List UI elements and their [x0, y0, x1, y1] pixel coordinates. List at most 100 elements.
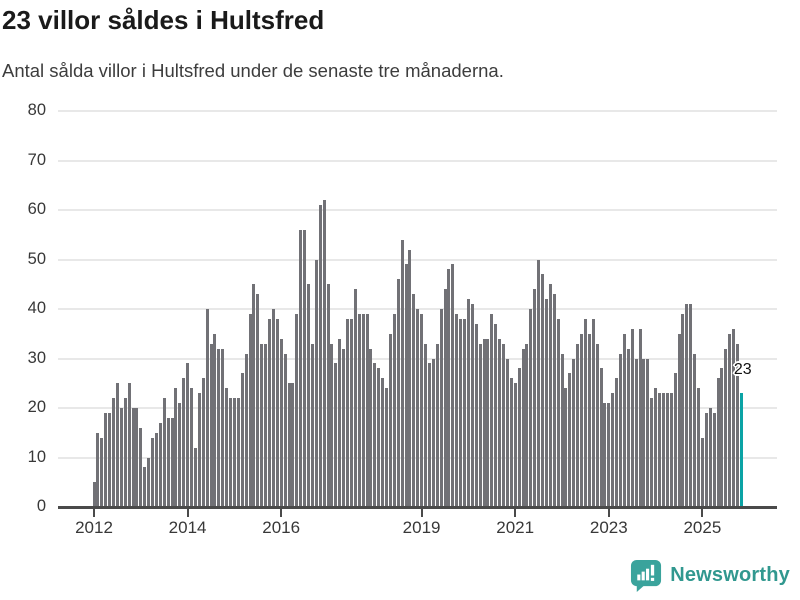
x-axis-tick: [701, 508, 704, 517]
bar: [509, 378, 513, 507]
bar: [197, 393, 201, 507]
bar: [96, 432, 100, 507]
bar: [361, 313, 365, 507]
bar: [724, 348, 728, 507]
bar: [494, 323, 498, 507]
bar: [357, 313, 361, 507]
bar: [213, 333, 217, 507]
bar: [466, 299, 470, 507]
x-axis-tick-label: 2023: [589, 518, 628, 537]
x-axis-tick: [280, 508, 283, 517]
y-axis-tick-label: 0: [36, 497, 46, 515]
bar: [201, 378, 205, 507]
bar: [385, 388, 388, 507]
bar: [400, 239, 404, 507]
bar: [502, 343, 505, 507]
bar: [115, 383, 119, 507]
bar: [412, 294, 416, 507]
bar: [634, 358, 638, 507]
y-axis-tick-label: 10: [27, 447, 46, 466]
bar: [377, 368, 381, 507]
bar: [151, 437, 154, 507]
bar: [174, 388, 178, 507]
bar: [275, 318, 279, 507]
bar: [388, 333, 392, 507]
bar: [92, 482, 96, 507]
bar: [486, 338, 490, 507]
bar: [591, 318, 595, 507]
bar: [677, 333, 681, 507]
bar: [260, 343, 264, 507]
bar: [330, 343, 334, 507]
bar: [404, 264, 408, 507]
x-axis-tick-label: 2025: [683, 518, 722, 537]
bar: [283, 353, 287, 507]
bar: [127, 383, 131, 507]
bar: [431, 358, 435, 507]
x-axis-tick: [93, 508, 95, 517]
bar: [182, 378, 186, 507]
bar: [147, 457, 151, 507]
bar: [209, 343, 213, 507]
bar: [100, 437, 104, 507]
bar: [681, 313, 685, 507]
bar: [154, 432, 158, 507]
bar: [424, 343, 427, 507]
bar: [420, 313, 424, 507]
bar: [478, 343, 482, 507]
y-axis-tick-label: 20: [27, 398, 46, 416]
x-axis-tick-label: 2021: [496, 518, 535, 537]
bar: [439, 309, 443, 507]
bar: [158, 422, 162, 507]
bar: [560, 353, 564, 507]
bar: [533, 289, 537, 507]
bar: [119, 408, 123, 507]
bar: [673, 373, 677, 507]
bar: [256, 294, 260, 507]
bar: [595, 343, 599, 507]
bar: [307, 284, 310, 507]
bar: [318, 205, 322, 507]
bar: [264, 343, 268, 507]
bar: [190, 388, 193, 507]
bar: [193, 447, 197, 507]
bar: [236, 398, 240, 507]
bar: [349, 318, 353, 507]
bar: [548, 284, 552, 507]
bar: [622, 333, 626, 507]
bar: [736, 343, 739, 507]
bar: [556, 318, 560, 507]
bar: [326, 284, 330, 507]
newsworthy-logo-icon: [631, 559, 662, 592]
bar: [728, 333, 732, 507]
bar: [353, 289, 357, 507]
bar: [615, 378, 619, 507]
bar: [665, 393, 669, 507]
bar: [611, 393, 615, 507]
bar: [131, 408, 135, 507]
bar: [583, 318, 587, 507]
bar: [232, 398, 236, 507]
bar: [229, 398, 232, 507]
bar: [658, 393, 661, 507]
bar: [463, 318, 466, 507]
y-gridline: [58, 258, 777, 261]
bar: [482, 338, 486, 507]
bar: [279, 338, 283, 507]
bar: [716, 378, 720, 507]
newsworthy-brand-text: Newsworthy: [670, 564, 790, 586]
x-axis-tick-label: 2014: [168, 518, 207, 537]
bar: [435, 343, 439, 507]
y-gridline: [58, 110, 777, 112]
y-axis-tick-label: 70: [27, 150, 46, 169]
bar: [626, 348, 630, 507]
bar: [498, 338, 502, 507]
bar: [268, 318, 271, 507]
bar: [287, 383, 291, 507]
bar: [178, 403, 182, 507]
chart-title: 23 villor såldes i Hultsfred: [2, 5, 325, 35]
bar: [474, 323, 478, 507]
y-axis-tick-label: 30: [27, 348, 46, 367]
bar: [580, 333, 583, 507]
bar: [342, 348, 346, 507]
